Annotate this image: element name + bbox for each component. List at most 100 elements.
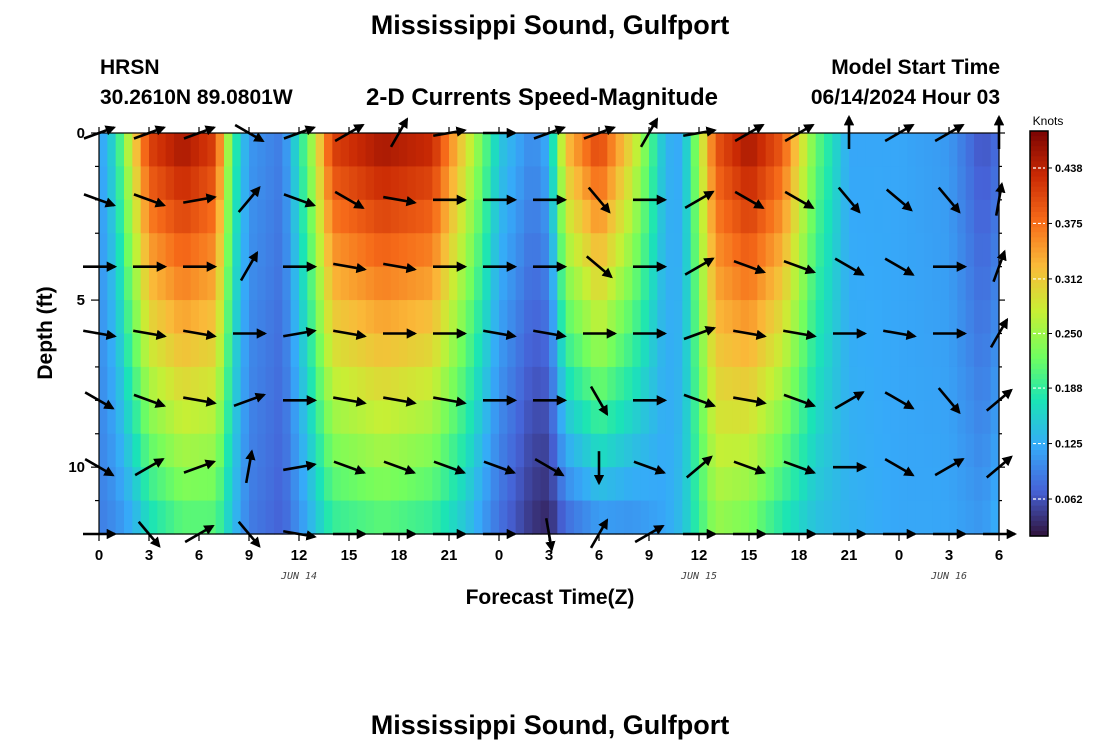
heat-cell bbox=[974, 133, 983, 168]
heat-cell bbox=[715, 199, 725, 234]
heat-cell bbox=[915, 199, 925, 234]
heat-cell bbox=[415, 166, 425, 201]
heat-cell bbox=[724, 300, 733, 335]
current-vector-arrow bbox=[333, 329, 367, 340]
heat-cell bbox=[190, 333, 200, 368]
heat-cell bbox=[674, 233, 683, 268]
heat-cell bbox=[515, 400, 525, 435]
heat-cell bbox=[574, 400, 583, 435]
heat-cell bbox=[565, 199, 575, 234]
heat-cell bbox=[599, 199, 608, 234]
heat-cell bbox=[774, 433, 783, 468]
heat-cell bbox=[690, 500, 700, 535]
heat-cell bbox=[890, 199, 900, 234]
heat-cell bbox=[174, 433, 183, 468]
heat-cell bbox=[190, 433, 200, 468]
heat-cell bbox=[607, 400, 617, 435]
heat-cell bbox=[340, 433, 350, 468]
heat-cell bbox=[557, 266, 567, 301]
heat-cell bbox=[949, 199, 958, 234]
heat-cell bbox=[840, 366, 850, 401]
colorbar-segment bbox=[1030, 525, 1048, 532]
heat-cell bbox=[257, 166, 267, 201]
heat-cell bbox=[957, 433, 967, 468]
heat-cell bbox=[899, 300, 908, 335]
heat-cell bbox=[665, 233, 675, 268]
heat-cell bbox=[307, 433, 317, 468]
heat-cell bbox=[265, 199, 275, 234]
heat-cell bbox=[782, 366, 792, 401]
heat-cell bbox=[165, 266, 175, 301]
colorbar-segment bbox=[1030, 222, 1048, 228]
current-vector-arrow bbox=[533, 329, 567, 340]
heat-cell bbox=[424, 400, 433, 435]
heat-cell bbox=[390, 300, 400, 335]
heat-cell bbox=[907, 133, 917, 168]
heat-cell bbox=[549, 433, 558, 468]
heat-cell bbox=[165, 199, 175, 234]
heat-cell bbox=[515, 333, 525, 368]
heat-cell bbox=[474, 233, 483, 268]
heat-cell bbox=[790, 166, 800, 201]
heat-cell bbox=[574, 266, 583, 301]
heat-cell bbox=[332, 300, 342, 335]
heat-cell bbox=[382, 266, 392, 301]
heat-cell bbox=[632, 366, 642, 401]
heat-cell bbox=[840, 467, 850, 502]
heat-cell bbox=[99, 400, 108, 435]
heat-cell bbox=[99, 266, 108, 301]
heat-cell bbox=[215, 300, 225, 335]
heat-cell bbox=[574, 133, 583, 168]
heat-cell bbox=[690, 333, 700, 368]
colorbar-segment bbox=[1030, 146, 1048, 152]
heat-cell bbox=[332, 333, 342, 368]
heat-cell bbox=[232, 433, 242, 468]
heat-cell bbox=[865, 266, 875, 301]
heat-cell bbox=[165, 500, 175, 535]
colorbar-segment bbox=[1030, 166, 1048, 173]
heat-cell bbox=[774, 266, 783, 301]
heat-cell bbox=[249, 266, 258, 301]
heat-cell bbox=[549, 333, 558, 368]
heat-cell bbox=[540, 333, 550, 368]
heat-cell bbox=[590, 266, 600, 301]
heat-cell bbox=[857, 166, 867, 201]
current-vector-arrow bbox=[733, 460, 766, 475]
heat-cell bbox=[515, 133, 525, 168]
heat-cell bbox=[115, 467, 125, 502]
heat-cell bbox=[649, 133, 658, 168]
heat-cell bbox=[140, 266, 150, 301]
heat-cell bbox=[407, 433, 417, 468]
heat-cell bbox=[349, 300, 358, 335]
colorbar-segment bbox=[1030, 520, 1048, 527]
heat-cell bbox=[649, 233, 658, 268]
heat-cell bbox=[640, 166, 650, 201]
current-vector-arrow bbox=[937, 387, 961, 415]
heat-cell bbox=[632, 333, 642, 368]
heat-cell bbox=[307, 199, 317, 234]
heat-cell bbox=[332, 266, 342, 301]
heat-cell bbox=[665, 333, 675, 368]
heat-cell bbox=[949, 366, 958, 401]
heat-cell bbox=[799, 500, 808, 535]
heat-cell bbox=[590, 400, 600, 435]
heat-cell bbox=[924, 233, 933, 268]
heat-cell bbox=[407, 266, 417, 301]
heat-cell bbox=[707, 333, 717, 368]
heat-cell bbox=[765, 500, 775, 535]
heat-cell bbox=[674, 300, 683, 335]
current-vector-arrow bbox=[383, 396, 417, 407]
heat-cell bbox=[949, 233, 958, 268]
heat-cell bbox=[815, 233, 825, 268]
heat-cell bbox=[149, 300, 158, 335]
heat-cell bbox=[749, 500, 758, 535]
heat-cell bbox=[865, 400, 875, 435]
heat-cell bbox=[749, 300, 758, 335]
heat-cell bbox=[465, 233, 475, 268]
heat-cell bbox=[782, 433, 792, 468]
heat-cell bbox=[590, 199, 600, 234]
heat-cell bbox=[132, 400, 142, 435]
heat-cell bbox=[624, 366, 633, 401]
heat-cell bbox=[349, 266, 358, 301]
heat-cell bbox=[507, 400, 517, 435]
